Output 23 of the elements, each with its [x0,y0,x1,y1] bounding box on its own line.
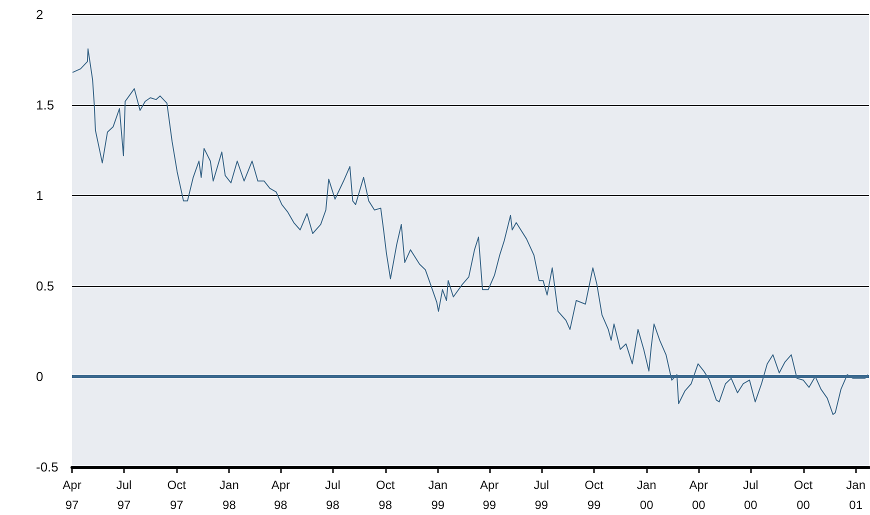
x-tick-label: Jan 98 [220,478,239,512]
x-tick-label: Oct 99 [584,478,604,512]
x-tick-label: Apr 99 [480,478,499,512]
y-tick-label: 1 [36,188,44,203]
x-tick-label: Oct 00 [794,478,814,512]
y-tick-label: 1.5 [36,98,54,112]
x-tick-label: Oct 97 [167,478,187,512]
x-tick-label: Jul 99 [534,478,550,512]
y-tick-label: 0.5 [36,278,54,294]
x-tick-label: Jan 01 [846,478,866,512]
x-tick-label: Apr 97 [62,478,82,512]
line-series [72,48,868,416]
x-tick-label: Jan 00 [636,478,656,512]
x-tick-label: Oct 98 [376,478,396,512]
x-tick-label: Jan 99 [428,478,448,512]
y-tick-label: 2 [36,7,44,22]
x-tick-label: Apr 00 [689,478,708,512]
x-tick-label: Jul 00 [742,478,758,512]
y-tick-label: 0 [36,369,44,384]
x-tick-label: Apr 98 [271,478,290,512]
y-tick-label: -0.5 [36,460,58,474]
x-tick-label: Jul 97 [116,478,132,512]
x-tick-label: Jul 98 [325,478,340,512]
